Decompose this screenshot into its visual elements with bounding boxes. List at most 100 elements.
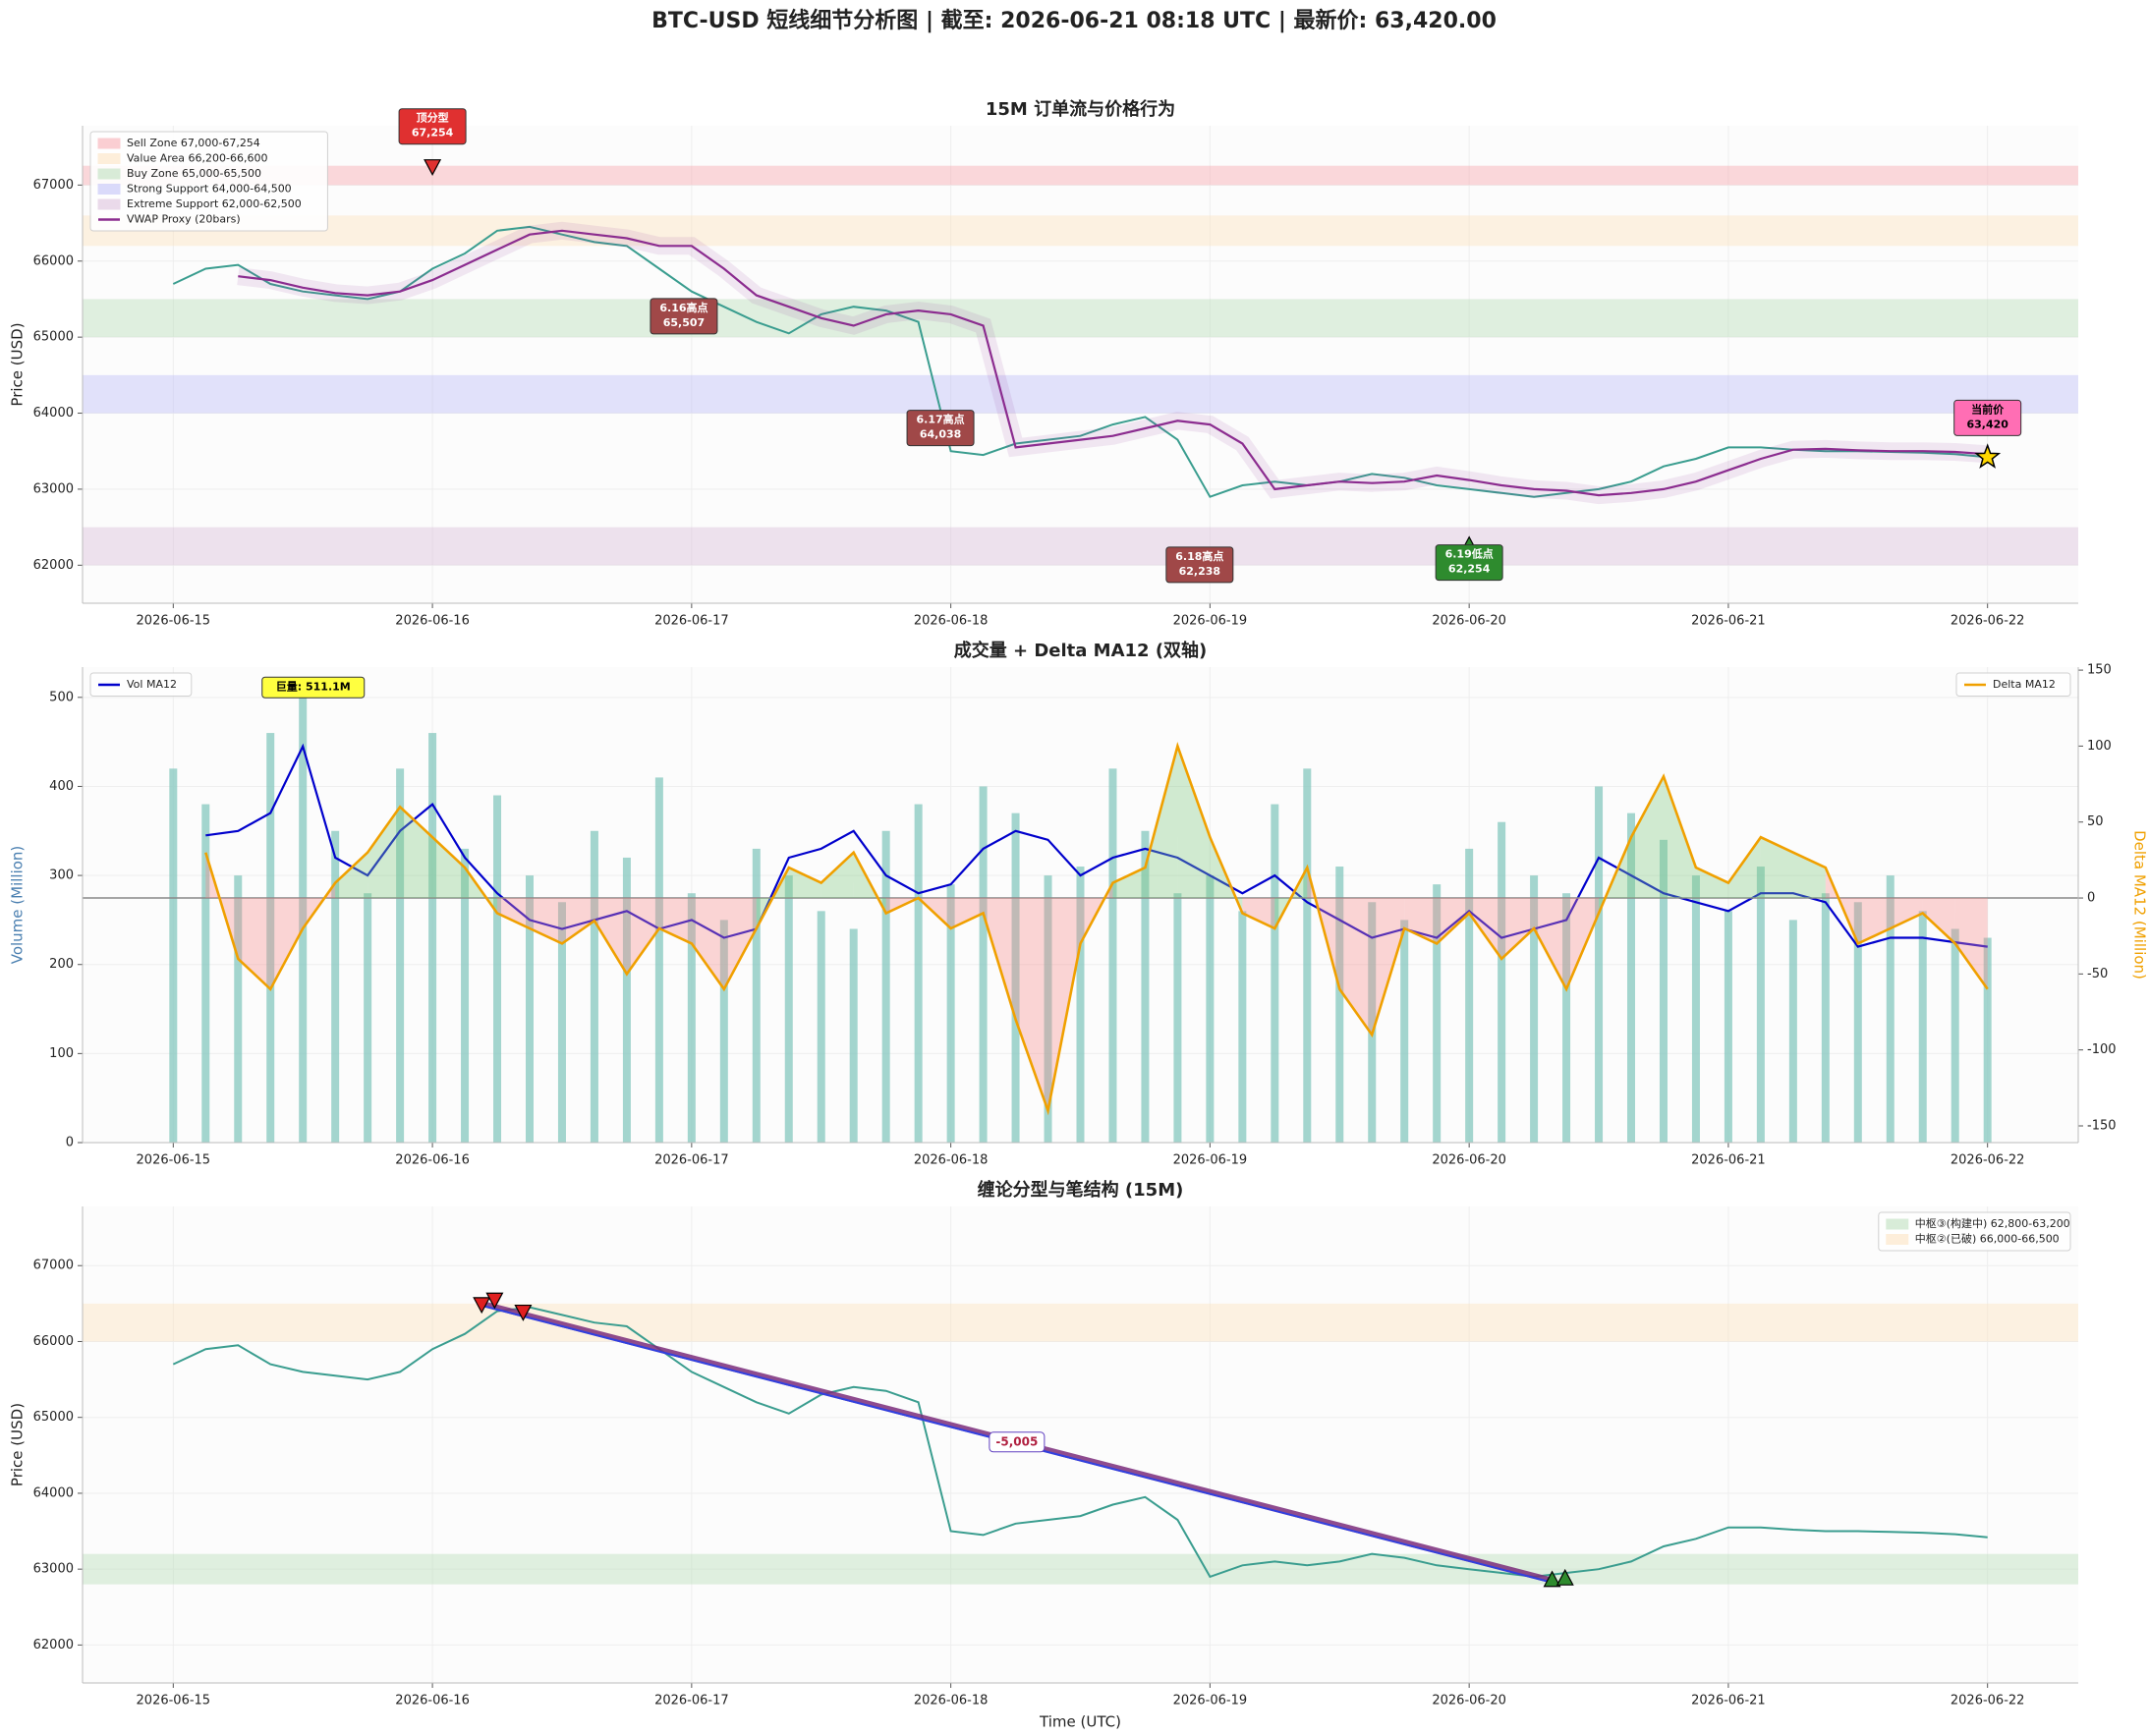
volume-bar — [1918, 911, 1927, 1143]
volume-bar — [1756, 867, 1765, 1143]
legend-label: Extreme Support 62,000-62,500 — [127, 197, 302, 210]
legend-box — [1955, 672, 2071, 697]
volume-bar — [299, 697, 308, 1143]
y2-tick-label: 150 — [2087, 663, 2112, 678]
y-tick-label: 300 — [49, 868, 74, 883]
y-tick-label: 200 — [49, 957, 74, 972]
volume-bar — [364, 893, 372, 1143]
delta-fill — [400, 807, 433, 899]
x-tick-label: 2026-06-22 — [1951, 1694, 2025, 1708]
annotation-text: 6.17高点 — [916, 413, 964, 426]
plot-area — [83, 126, 2078, 603]
volume-bar — [1076, 867, 1085, 1143]
y2-tick-label: 0 — [2087, 891, 2095, 906]
annotation-box — [1953, 399, 2022, 436]
delta-fill — [691, 898, 724, 989]
y-tick-label: 65000 — [33, 330, 74, 345]
legend-label: Sell Zone 67,000-67,254 — [127, 137, 260, 149]
volume-bar — [1238, 911, 1247, 1143]
annotation-text: 62,254 — [1448, 563, 1491, 576]
legend-box — [1878, 1211, 2071, 1252]
volume-bar — [590, 830, 598, 1143]
volume-bar — [1788, 920, 1797, 1143]
delta-fill — [1727, 837, 1761, 899]
volume-bar — [1724, 911, 1732, 1143]
volume-bar — [1433, 884, 1442, 1143]
volume-bar — [719, 920, 728, 1143]
volume-bar — [1951, 928, 1959, 1143]
y-tick-label: 62000 — [33, 1638, 74, 1652]
legend-swatch — [1886, 1218, 1909, 1230]
y-tick-label: 64000 — [33, 1485, 74, 1500]
volume-bar — [1595, 786, 1604, 1143]
stroke-label: -5,005 — [995, 1434, 1038, 1448]
x-tick-label: 2026-06-18 — [914, 1153, 989, 1168]
delta-fill — [1469, 898, 1502, 959]
current-price-star — [1974, 443, 2002, 469]
volume-bar — [525, 875, 534, 1143]
delta-fill — [1922, 898, 1955, 944]
volume-bar — [1821, 893, 1830, 1143]
legend-box — [89, 672, 193, 697]
volume-bar — [622, 857, 631, 1143]
volume-bar — [461, 848, 470, 1143]
delta-fill — [1015, 898, 1048, 1111]
annotation-text: 当前价 — [1971, 402, 2005, 416]
y-tick-label: 0 — [66, 1136, 74, 1150]
y-tick-label: 400 — [49, 779, 74, 794]
panel-title: 缠论分型与笔结构 (15M) — [978, 1179, 1184, 1201]
x-tick-label: 2026-06-21 — [1691, 1153, 1766, 1168]
volume-bar — [946, 884, 955, 1143]
volume-bar — [1108, 768, 1117, 1143]
annotation-text: 62,238 — [1179, 565, 1220, 578]
delta-fill — [1534, 898, 1567, 989]
x-tick-label: 2026-06-17 — [654, 1153, 729, 1168]
volume-bar — [1173, 893, 1182, 1143]
annotation-text: 6.19低点 — [1445, 547, 1494, 561]
delta-fill — [950, 898, 984, 928]
zone — [83, 299, 2078, 338]
delta-fill — [1112, 868, 1146, 899]
legend-label: Buy Zone 65,000-65,500 — [127, 167, 261, 180]
zone — [83, 1553, 2078, 1585]
volume-bar — [234, 875, 243, 1143]
x-tick-label: 2026-06-20 — [1432, 1153, 1506, 1168]
delta-fill — [497, 898, 530, 928]
y2-tick-label: -100 — [2087, 1042, 2117, 1057]
y-tick-label: 65000 — [33, 1410, 74, 1425]
zone — [83, 165, 2078, 186]
x-tick-label: 2026-06-19 — [1173, 614, 1248, 629]
volume-bar — [396, 768, 405, 1143]
volume-bar — [1627, 812, 1636, 1143]
annotation-box — [906, 410, 975, 447]
series-line — [204, 742, 1989, 1116]
x-tick-label: 2026-06-20 — [1432, 614, 1506, 629]
y2-axis-label: Delta MA12 (Million) — [2131, 830, 2149, 980]
legend-box — [89, 131, 328, 232]
volume-bar — [1562, 893, 1571, 1143]
x-tick-label: 2026-06-15 — [137, 1694, 211, 1708]
legend-label: Value Area 66,200-66,600 — [127, 152, 267, 165]
legend-swatch — [97, 153, 121, 164]
legend-label: Strong Support 64,000-64,500 — [127, 183, 292, 196]
annotation-text: 63,420 — [1966, 418, 2008, 430]
volume-bar — [784, 875, 793, 1143]
volume-bar — [849, 928, 858, 1143]
series-line — [238, 229, 1988, 497]
y2-tick-label: -50 — [2087, 967, 2108, 981]
x-tick-label: 2026-06-21 — [1691, 614, 1766, 629]
volume-bar — [1206, 875, 1215, 1143]
volume-bar — [266, 733, 275, 1143]
volume-bar — [493, 795, 502, 1143]
delta-fill — [626, 898, 659, 975]
legend-label: 中枢②(已破) 66,000-66,500 — [1915, 1232, 2060, 1246]
legend-swatch — [97, 168, 121, 180]
panel-title: 15M 订单流与价格行为 — [986, 98, 1175, 120]
y2-tick-label: 100 — [2087, 739, 2112, 754]
volume-bar — [1141, 830, 1150, 1143]
delta-fill — [723, 898, 757, 989]
delta-fill — [1372, 898, 1405, 1036]
delta-fill — [1437, 898, 1470, 944]
volume-bar — [1465, 848, 1474, 1143]
